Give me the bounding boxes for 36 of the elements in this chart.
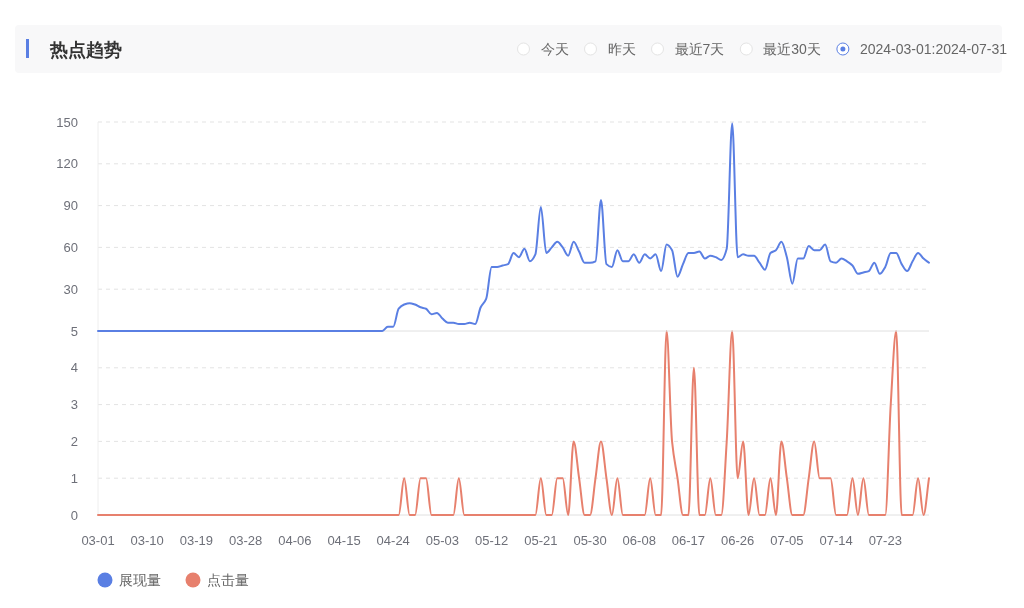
y-tick-label: 120: [56, 156, 78, 172]
x-tick-label: 03-10: [130, 533, 164, 548]
x-tick-label: 04-06: [278, 533, 312, 548]
y-tick-label: 3: [70, 397, 78, 413]
x-tick-label: 03-19: [179, 533, 214, 548]
legend-label: 展现量: [119, 572, 161, 588]
x-tick-label: 05-12: [475, 533, 509, 548]
legend-label: 点击量: [207, 572, 249, 588]
text: 今天: [540, 41, 569, 57]
x-tick-label: 07-05: [770, 533, 804, 548]
y-tick-label: 30: [63, 281, 78, 297]
text: 2024-03-01:2024-07-31: [859, 41, 1008, 57]
x-tick-label: 04-24: [376, 533, 410, 548]
x-tick-label: 05-21: [524, 533, 558, 548]
y-tick-label: 1: [70, 470, 78, 486]
y-tick-label: 150: [56, 114, 78, 130]
x-tick-label: 06-08: [622, 533, 656, 548]
y-tick-label: 5: [70, 323, 78, 339]
text: 最近30天: [763, 41, 821, 57]
x-tick-label: 06-17: [671, 533, 706, 548]
y-tick-label: 4: [70, 360, 78, 376]
x-tick-label: 07-14: [819, 533, 853, 548]
x-tick-label: 03-01: [81, 533, 115, 548]
y-tick-label: 2: [70, 433, 78, 449]
y-tick-label: 60: [63, 239, 78, 255]
x-tick-label: 05-30: [573, 533, 607, 548]
chart-title: 热点趋势: [49, 40, 122, 60]
x-tick-label: 04-15: [327, 533, 361, 548]
x-tick-label: 06-26: [721, 533, 755, 548]
text: 昨天: [607, 41, 636, 57]
y-tick-label: 0: [70, 507, 78, 523]
x-tick-label: 05-03: [425, 533, 460, 548]
y-tick-label: 90: [63, 198, 78, 214]
text: 最近7天: [674, 41, 725, 57]
x-tick-label: 07-23: [868, 533, 902, 548]
x-tick-label: 03-28: [228, 533, 263, 548]
